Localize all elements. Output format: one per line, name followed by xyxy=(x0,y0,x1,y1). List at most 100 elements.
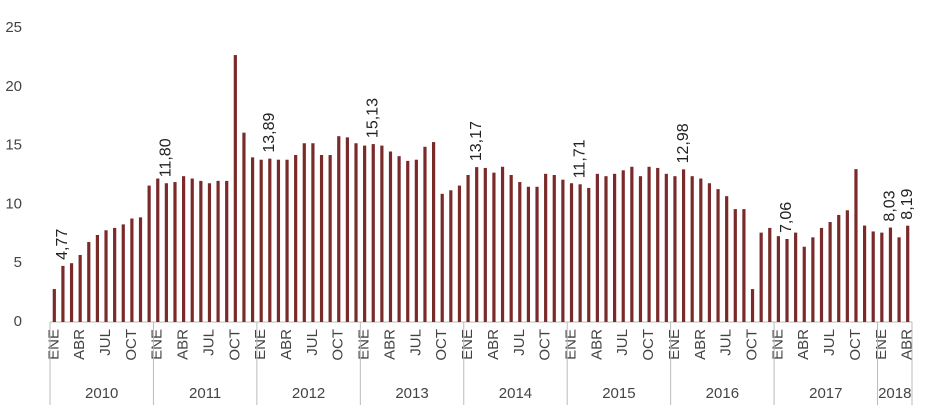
bar xyxy=(733,209,737,322)
x-tick-label: ENE xyxy=(769,329,786,360)
bar xyxy=(828,222,832,322)
bar xyxy=(466,175,470,322)
bar xyxy=(776,236,780,322)
bar xyxy=(862,225,867,322)
bar xyxy=(725,196,729,322)
x-tick-label: OCT xyxy=(537,329,554,361)
year-label: 2015 xyxy=(602,385,635,402)
bar xyxy=(457,185,462,322)
x-tick-label: OCT xyxy=(123,329,140,361)
bar xyxy=(673,176,677,322)
bar xyxy=(845,210,849,322)
x-tick-label: ENE xyxy=(562,329,579,360)
bar xyxy=(837,214,841,322)
bar xyxy=(699,178,703,322)
bar xyxy=(569,183,574,322)
bar xyxy=(449,190,453,322)
year-label: 2016 xyxy=(706,385,739,402)
bar xyxy=(268,158,272,322)
bar xyxy=(397,156,401,322)
bar xyxy=(854,169,858,322)
bar xyxy=(526,186,531,322)
year-label: 2011 xyxy=(189,385,221,402)
x-tick-label: ABR xyxy=(278,329,295,360)
value-label: 15,13 xyxy=(364,98,381,138)
bar xyxy=(561,179,565,322)
bar xyxy=(759,232,763,322)
bar xyxy=(802,246,806,322)
bar xyxy=(690,176,694,322)
y-tick-label: 15 xyxy=(5,137,22,154)
bar xyxy=(613,173,617,322)
bar xyxy=(104,230,108,322)
bar xyxy=(716,189,720,322)
x-tick-label: ABR xyxy=(71,329,88,360)
bar xyxy=(311,143,315,322)
x-tick-label: ABR xyxy=(899,329,916,360)
x-tick-label: JUL xyxy=(407,329,424,356)
bar xyxy=(225,180,229,322)
bar xyxy=(190,178,194,322)
bar xyxy=(130,218,134,322)
bar xyxy=(750,289,755,322)
bar xyxy=(380,145,384,322)
y-tick-label: 5 xyxy=(14,254,22,271)
bar xyxy=(544,173,548,322)
y-tick-label: 25 xyxy=(5,19,22,36)
bar xyxy=(87,242,91,322)
bar xyxy=(811,237,815,322)
bar xyxy=(182,176,186,322)
x-tick-label: JUL xyxy=(200,329,217,356)
x-tick-label: ABR xyxy=(485,329,502,360)
bar xyxy=(207,183,212,322)
x-tick-label: OCT xyxy=(847,329,864,361)
year-label: 2010 xyxy=(85,385,118,402)
bar xyxy=(595,173,599,322)
bar xyxy=(509,175,513,322)
value-label: 13,89 xyxy=(261,113,278,153)
bar xyxy=(328,155,332,322)
x-tick-label: ABR xyxy=(692,329,709,360)
x-tick-label: OCT xyxy=(330,329,347,361)
year-label: 2013 xyxy=(395,385,428,402)
bar xyxy=(95,234,100,322)
x-tick-label: ENE xyxy=(873,329,890,360)
bar xyxy=(440,193,444,322)
bar xyxy=(656,167,660,322)
bar xyxy=(664,173,668,322)
bar xyxy=(500,166,505,322)
x-tick-label: ENE xyxy=(252,329,269,360)
bar xyxy=(78,254,82,322)
bar xyxy=(388,151,393,322)
bar xyxy=(604,176,608,322)
bar xyxy=(535,186,539,322)
bar xyxy=(345,137,349,322)
bar xyxy=(630,166,634,322)
x-tick-label: OCT xyxy=(640,329,657,361)
x-tick-label: ENE xyxy=(356,329,373,360)
x-tick-label: ENE xyxy=(149,329,166,360)
bar xyxy=(785,238,789,322)
bar xyxy=(483,167,487,322)
year-label: 2018 xyxy=(878,385,911,402)
bar xyxy=(164,183,168,322)
x-tick-label: ENE xyxy=(666,329,683,360)
bar xyxy=(69,263,74,322)
x-tick-label: JUL xyxy=(718,329,735,356)
y-tick-label: 0 xyxy=(14,313,22,330)
bar xyxy=(147,185,151,322)
bar xyxy=(302,143,306,322)
x-tick-label: ENE xyxy=(459,329,476,360)
value-label: 13,17 xyxy=(468,121,485,161)
y-tick-label: 20 xyxy=(5,78,22,95)
x-tick-label: JUL xyxy=(821,329,838,356)
bar xyxy=(414,159,418,322)
bar xyxy=(475,167,479,322)
bar xyxy=(242,132,246,322)
bar xyxy=(121,224,125,322)
bar xyxy=(113,227,117,322)
value-label: 12,98 xyxy=(675,123,692,163)
x-tick-label: ABR xyxy=(588,329,605,360)
bar xyxy=(173,182,177,322)
